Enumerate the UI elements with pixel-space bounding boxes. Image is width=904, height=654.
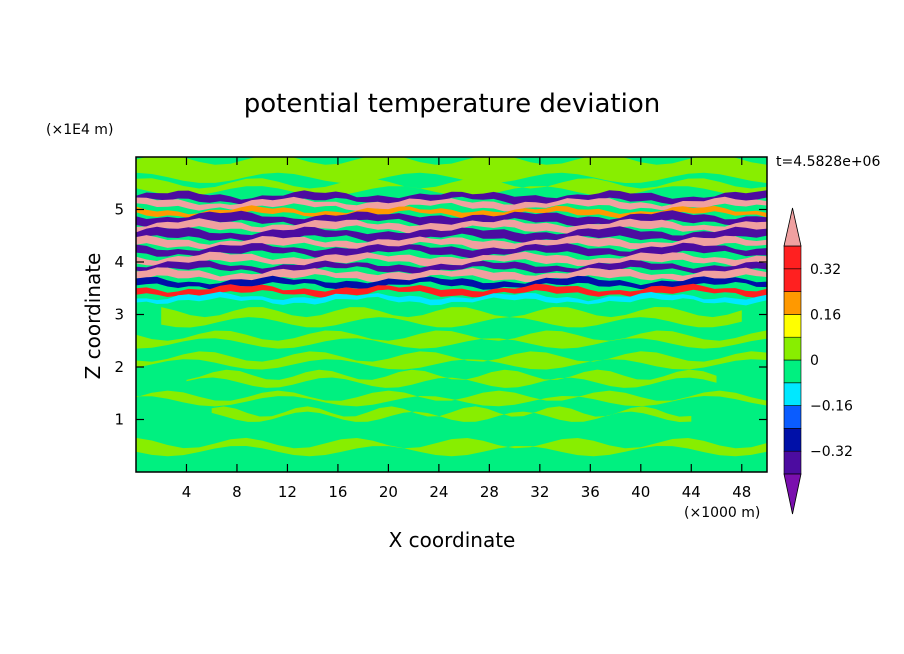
field-band: [136, 242, 767, 259]
y-axis-title: Z coordinate: [81, 253, 105, 380]
x-tick-label: 24: [429, 483, 448, 501]
x-tick-label: 40: [631, 483, 650, 501]
colorbar-swatch: [783, 382, 802, 406]
field-band: [136, 235, 767, 251]
field-patch: [136, 351, 767, 370]
x-tick-label: 4: [182, 483, 192, 501]
colorbar-label: 0: [810, 353, 819, 369]
field-patch: [136, 390, 767, 407]
colorbar-arrow-bottom: [783, 473, 802, 515]
y-tick-label: 3: [114, 306, 124, 324]
x-tick-label: 8: [232, 483, 242, 501]
y-tick-label: 5: [114, 201, 124, 219]
x-tick-label: 12: [278, 483, 297, 501]
plot-area: [136, 157, 767, 472]
colorbar-arrow-top: [783, 207, 802, 247]
x-unit-label: (×1000 m): [684, 505, 760, 521]
colorbar-swatch: [783, 291, 802, 315]
x-tick-label: 20: [379, 483, 398, 501]
y-tick-label: 1: [114, 411, 124, 429]
y-axis: 1 2 3 4 5: [114, 201, 767, 429]
y-tick-label: 4: [114, 253, 124, 271]
field-patch: [161, 307, 742, 328]
y-tick-label: 2: [114, 358, 124, 376]
x-axis: 4 8 12 16 20 24 28 32 36 40 44 48: [182, 157, 751, 501]
colorbar-label: −0.32: [810, 444, 853, 460]
x-axis-title: X coordinate: [389, 528, 516, 552]
x-tick-label: 28: [480, 483, 499, 501]
field-band: [136, 210, 767, 227]
x-tick-label: 44: [682, 483, 701, 501]
colorbar-swatch: [783, 428, 802, 452]
field-band: [136, 196, 767, 212]
colorbar-label: 0.32: [810, 262, 841, 278]
field-band: [136, 283, 767, 299]
colorbar-swatch: [783, 268, 802, 292]
field-patch: [136, 157, 767, 184]
field-band: [136, 205, 767, 219]
x-tick-label: 32: [530, 483, 549, 501]
field-band: [136, 251, 767, 267]
x-tick-label: 36: [581, 483, 600, 501]
colorbar-swatch: [783, 336, 802, 361]
colorbar-label: −0.16: [810, 399, 853, 415]
field-patch: [136, 437, 767, 457]
chart-title: potential temperature deviation: [244, 89, 660, 119]
field-patch: [136, 330, 767, 349]
colorbar-swatch: [783, 450, 802, 475]
x-tick-label: 48: [732, 483, 751, 501]
colorbar-label: 0.16: [810, 307, 841, 323]
colorbar-swatch: [783, 245, 802, 270]
field-band: [136, 267, 767, 284]
field-band: [136, 291, 767, 306]
field-band: [136, 190, 767, 206]
colorbar-swatch: [783, 359, 802, 384]
colorbar-swatch: [783, 405, 802, 429]
colorbar-swatch: [783, 314, 802, 338]
field-band: [136, 275, 767, 291]
time-label: t=4.5828e+06: [776, 154, 880, 170]
field-patch: [211, 406, 692, 422]
colorbar: 0.32 0.16 0 −0.16 −0.32: [783, 207, 853, 515]
y-unit-label: (×1E4 m): [46, 122, 113, 138]
x-tick-label: 16: [328, 483, 347, 501]
field-patch: [186, 369, 717, 388]
